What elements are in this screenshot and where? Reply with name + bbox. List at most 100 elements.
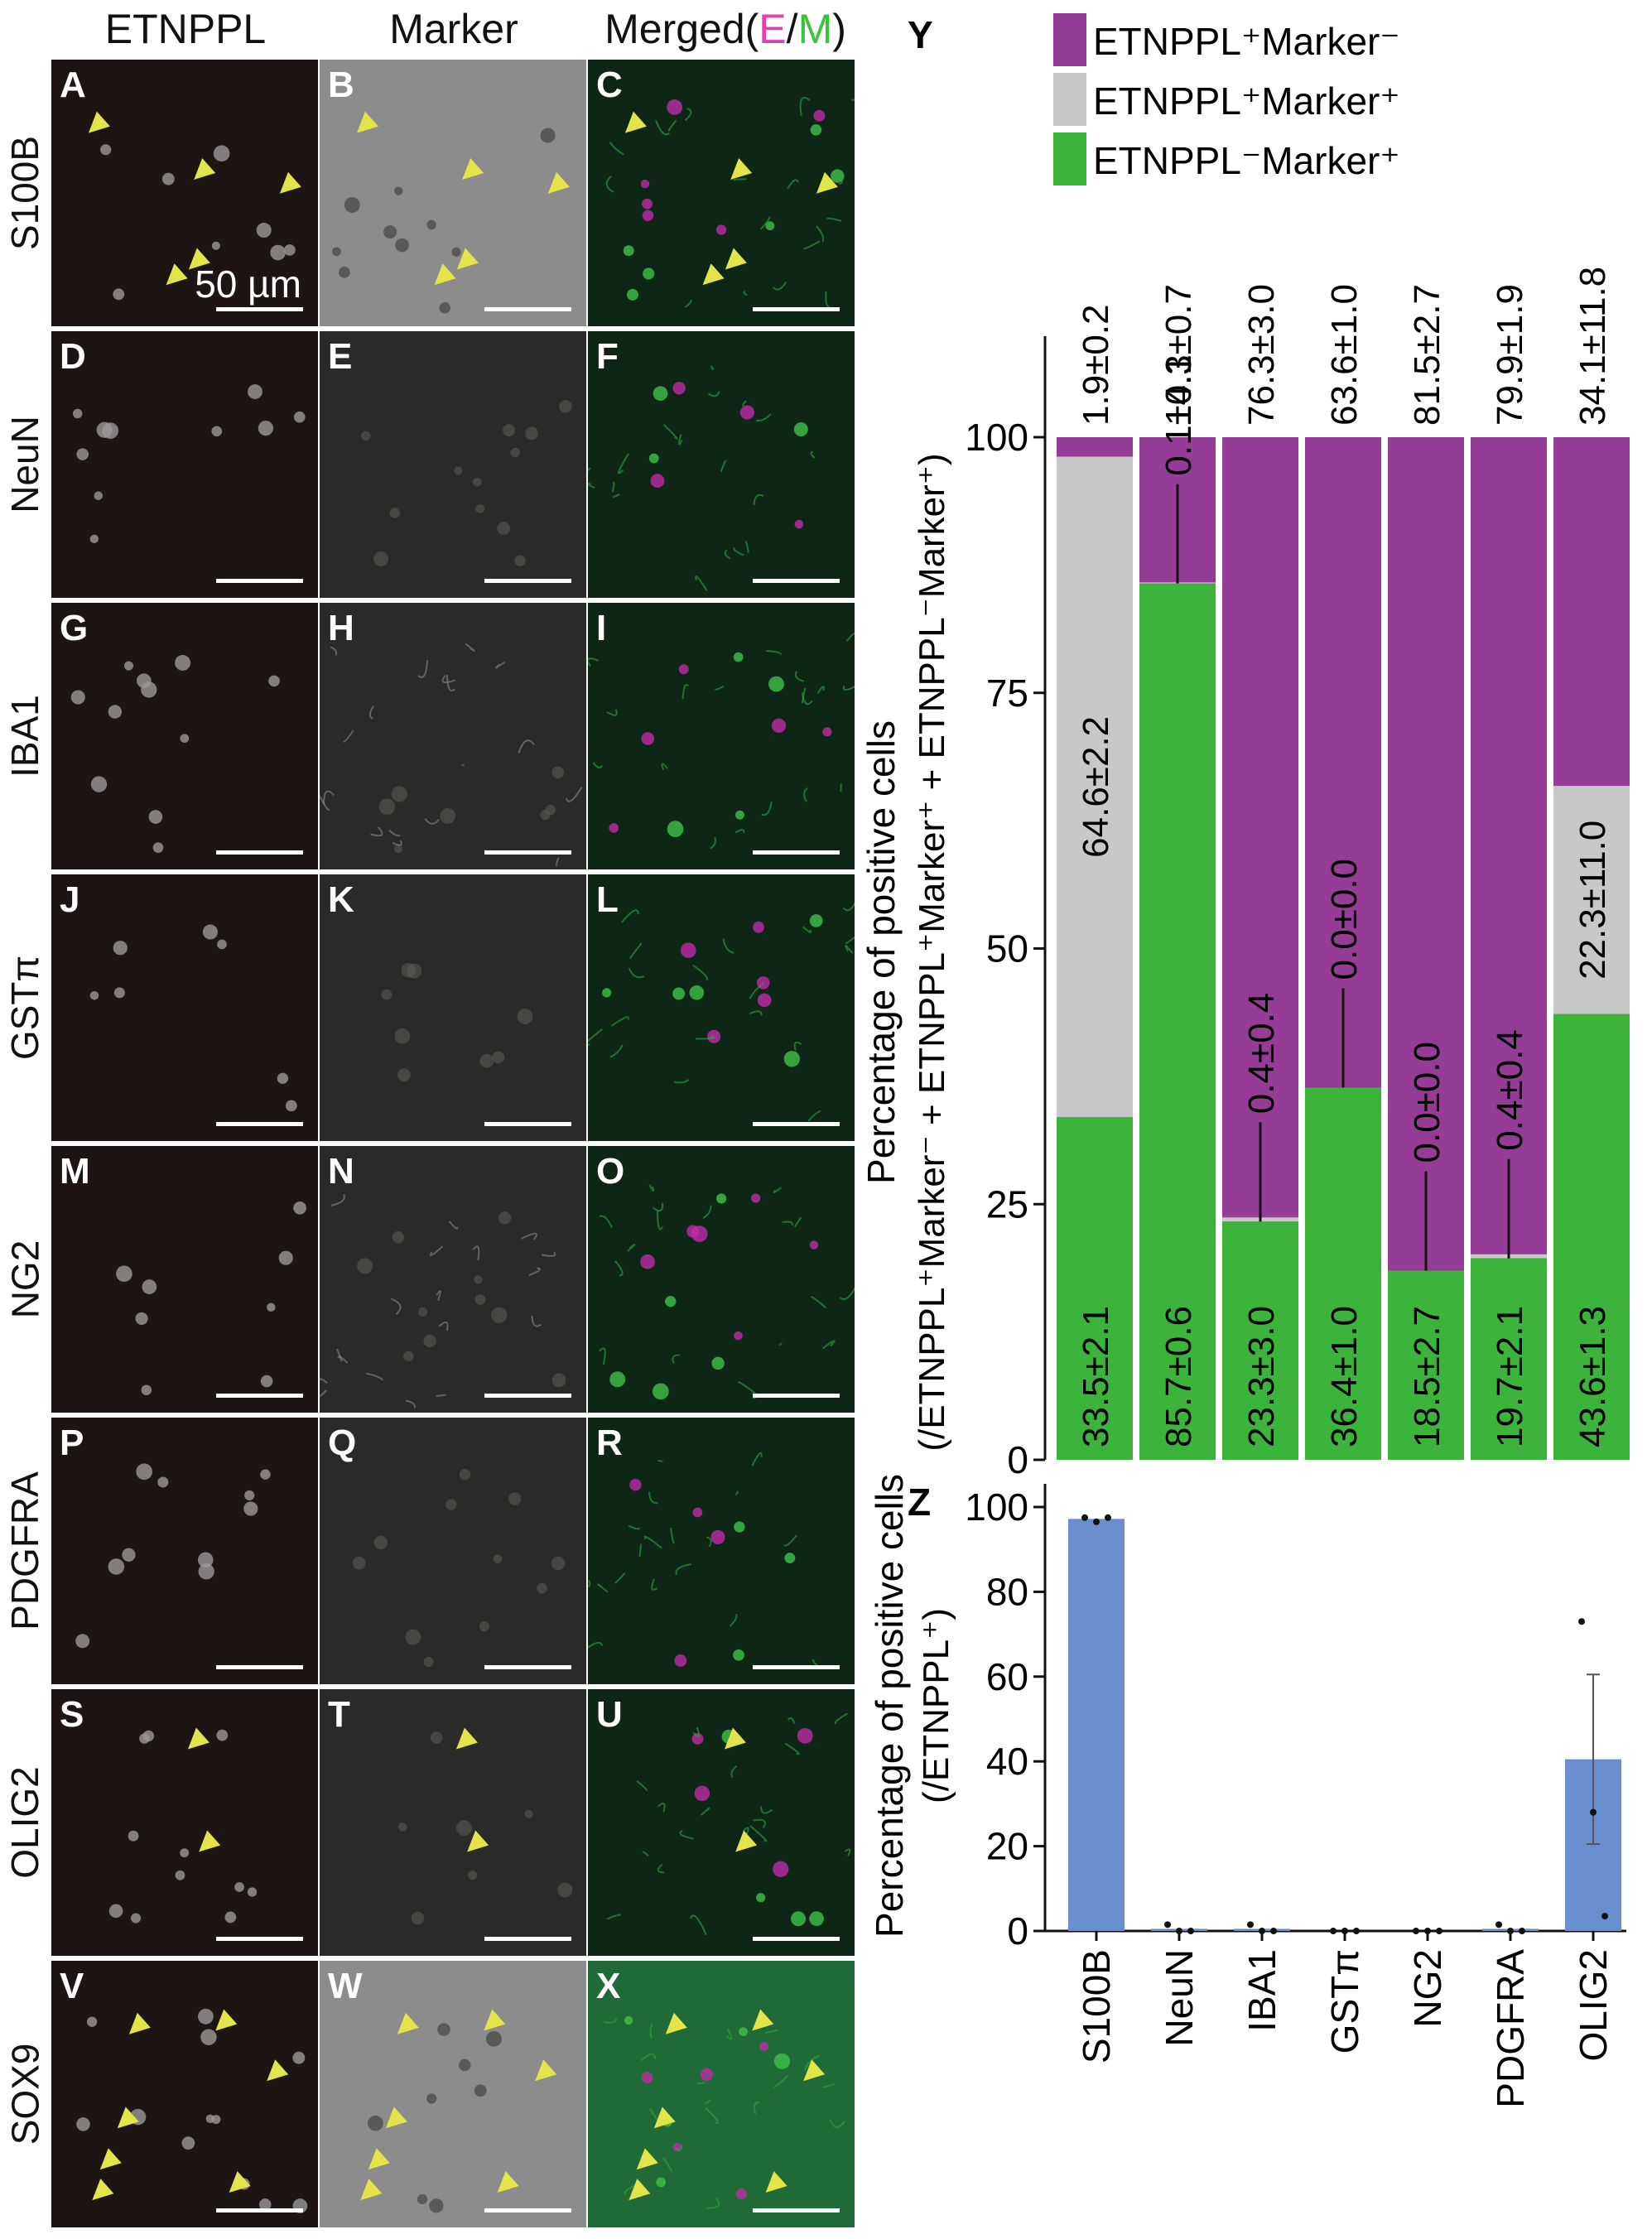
- arrowhead-marker: [665, 2012, 687, 2034]
- row-label-ng2: NG2: [0, 1146, 50, 1413]
- cell-dot: [626, 288, 638, 301]
- process-fiber: [592, 762, 603, 769]
- panel-letter: V: [60, 1966, 84, 2006]
- process-fiber: [684, 108, 692, 121]
- z-bar: [1565, 1759, 1621, 1931]
- process-fiber: [611, 482, 615, 493]
- data-label-etnppl-pos-marker-neg: 14.3±0.7: [1158, 284, 1199, 426]
- z-data-point: [1413, 1928, 1419, 1934]
- process-fiber: [695, 575, 708, 591]
- cell-dot: [136, 1463, 153, 1481]
- arrowhead-marker: [356, 111, 378, 133]
- cell-dot: [292, 2051, 306, 2064]
- process-fiber: [843, 685, 855, 691]
- process-fiber: [652, 1202, 663, 1212]
- cell-dot: [773, 1861, 789, 1877]
- cell-dot: [694, 1785, 710, 1802]
- micrograph-panel-k: K: [320, 874, 586, 1141]
- z-data-point: [1507, 1928, 1514, 1934]
- scale-bar: [216, 1122, 303, 1126]
- cell-dot: [674, 1654, 687, 1667]
- scale-bar: [484, 1937, 571, 1941]
- process-fiber: [337, 1355, 349, 1364]
- cell-dot: [439, 302, 450, 314]
- micrograph-texture: [360, 2009, 557, 2213]
- cell-dot: [472, 477, 482, 487]
- arrowhead-marker: [434, 263, 456, 286]
- process-fiber: [733, 547, 744, 556]
- cell-dot: [278, 1250, 293, 1265]
- cell-dot: [629, 1479, 642, 1491]
- legend-label: ETNPPL⁺Marker⁺: [1093, 79, 1400, 123]
- z-data-point: [1519, 1928, 1525, 1934]
- process-fiber: [612, 494, 620, 498]
- z-x-tick-label: OLIG2: [1572, 1949, 1615, 2062]
- micrograph-texture: [598, 1184, 855, 1400]
- micrograph-texture: [588, 365, 816, 591]
- cell-dot: [277, 1072, 289, 1084]
- arrowhead-marker: [816, 171, 838, 194]
- process-fiber: [446, 675, 455, 692]
- panel-letter: B: [328, 65, 354, 105]
- process-fiber: [335, 1348, 343, 1362]
- cell-dot: [200, 2029, 217, 2045]
- data-label-etnppl-neg-marker-pos: 43.6±1.3: [1573, 1306, 1613, 1447]
- cell-dot: [503, 424, 515, 437]
- cell-dot: [474, 1275, 483, 1284]
- cell-dot: [430, 1731, 443, 1744]
- cell-dot: [142, 1279, 157, 1295]
- bar-segment-double-pos: [1057, 456, 1133, 1118]
- cell-dot: [373, 1535, 388, 1550]
- cell-dot: [141, 1384, 152, 1395]
- process-fiber: [689, 1914, 707, 1936]
- cell-dot: [459, 1468, 471, 1481]
- process-fiber: [604, 2018, 618, 2024]
- micrograph-panel-f: F: [588, 331, 855, 598]
- z-data-point: [1436, 1928, 1442, 1934]
- micrograph-panel-c: C: [588, 60, 855, 326]
- cell-dot: [672, 987, 686, 1000]
- cell-dot: [418, 1307, 428, 1317]
- process-fiber: [787, 179, 799, 190]
- process-fiber: [675, 1563, 692, 1576]
- process-fiber: [611, 1016, 629, 1027]
- data-label-etnppl-neg-marker-pos: 33.5±2.1: [1076, 1306, 1116, 1447]
- cell-dot: [161, 172, 175, 185]
- arrowhead-marker: [385, 2107, 407, 2129]
- process-fiber: [741, 400, 747, 407]
- process-fiber: [801, 687, 807, 704]
- arrowhead-marker: [166, 263, 188, 286]
- z-y-tick-label: 40: [986, 1740, 1028, 1783]
- process-fiber: [845, 945, 854, 954]
- cell-dot: [715, 224, 727, 235]
- bar-segment-etnppl-pos-marker-neg: [1139, 437, 1216, 1460]
- micrograph-panel-e: E: [320, 331, 586, 598]
- scale-bar: [216, 850, 303, 855]
- row-label-text: NG2: [3, 1240, 46, 1319]
- process-fiber: [436, 1394, 447, 1397]
- cell-dot: [260, 1375, 273, 1388]
- process-fiber: [821, 1340, 836, 1350]
- scale-bar: [753, 1122, 840, 1126]
- process-fiber: [388, 829, 401, 837]
- cell-dot: [440, 807, 456, 824]
- cell-dot: [756, 1893, 766, 1903]
- micrograph-texture: [76, 2008, 308, 2213]
- process-fiber: [438, 1321, 449, 1331]
- process-fiber: [648, 1491, 658, 1505]
- z-data-point: [1578, 1618, 1585, 1625]
- process-fiber: [628, 1524, 640, 1530]
- cell-dot: [642, 209, 654, 222]
- process-fiber: [588, 657, 599, 667]
- z-data-point: [1105, 1514, 1111, 1521]
- bar-segment-etnppl-pos-marker-neg: [1471, 437, 1547, 1460]
- y-axis-label-2: (/ETNPPL⁺Marker⁻ + ETNPPL⁺Marker⁺ + ETNP…: [912, 453, 952, 1451]
- arrowhead-marker: [267, 2059, 289, 2082]
- row-label-neun: NeuN: [0, 331, 50, 598]
- micrograph-texture: [108, 1727, 258, 1924]
- cell-dot: [678, 664, 689, 675]
- cell-dot: [216, 1729, 229, 1741]
- cell-dot: [175, 1870, 185, 1880]
- cell-dot: [692, 1507, 703, 1518]
- y-tick-label: 0: [1007, 1438, 1028, 1481]
